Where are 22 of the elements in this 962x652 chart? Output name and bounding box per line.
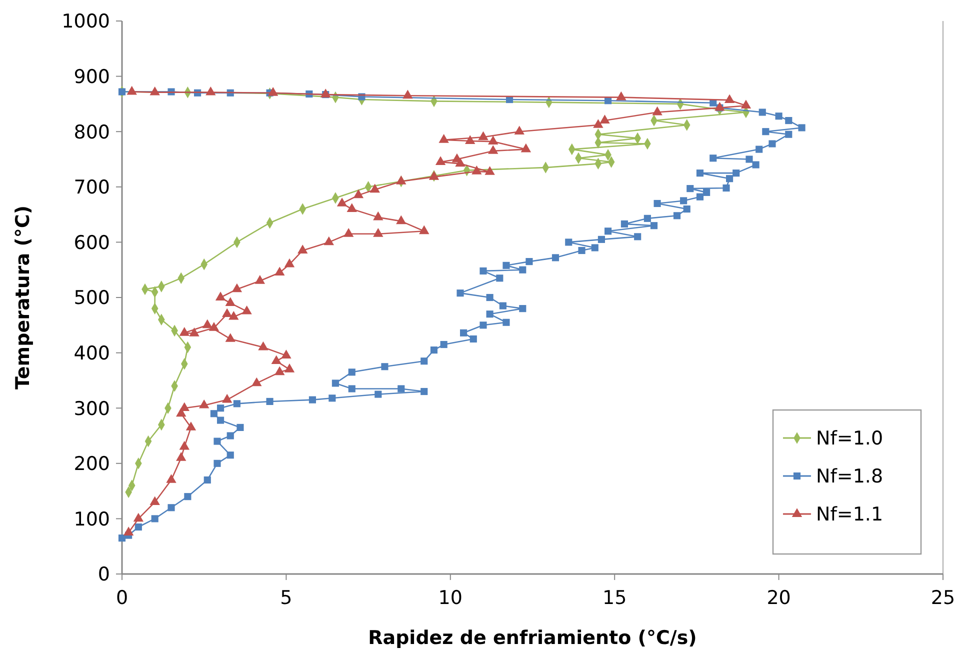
y-tick-label: 300 (74, 398, 110, 420)
y-tick-label: 900 (74, 66, 110, 88)
y-tick-label: 500 (74, 287, 110, 310)
legend-label: Nf=1.0 (816, 428, 884, 450)
y-tick-label: 400 (74, 342, 110, 364)
legend-label: Nf=1.1 (816, 504, 884, 526)
y-tick-label: 200 (74, 453, 110, 476)
x-tick-label: 10 (438, 587, 462, 609)
y-tick-label: 800 (74, 121, 110, 144)
y-tick-label: 0 (98, 564, 110, 586)
y-axis-title: Temperatura (°C) (12, 205, 34, 390)
x-axis-title: Rapidez de enfriamiento (°C/s) (368, 627, 697, 649)
y-tick-label: 1000 (62, 10, 110, 33)
y-tick-label: 600 (74, 232, 110, 254)
x-tick-label: 20 (766, 587, 791, 609)
x-tick-label: 15 (602, 587, 627, 609)
x-tick-label: 25 (930, 587, 956, 609)
x-tick-label: 5 (280, 587, 292, 609)
y-tick-label: 700 (74, 176, 110, 199)
y-tick-label: 100 (74, 508, 110, 530)
x-tick-label: 0 (116, 587, 128, 609)
legend-label: Nf=1.8 (816, 466, 884, 488)
